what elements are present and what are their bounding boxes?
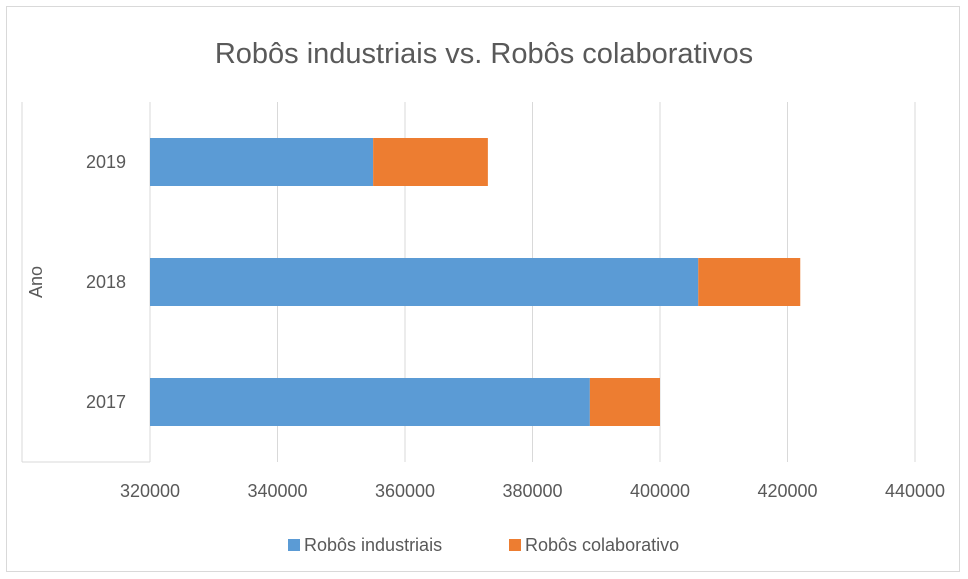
x-tick-label: 320000 bbox=[120, 481, 180, 501]
bar-collaborative-2019 bbox=[373, 138, 488, 186]
y-tick-label: 2019 bbox=[86, 152, 126, 172]
chart-title: Robôs industriais vs. Robôs colaborativo… bbox=[215, 38, 753, 70]
y-axis-label: Ano bbox=[26, 266, 46, 298]
bar-industrial-2018 bbox=[150, 258, 699, 306]
x-tick-labels: 320000 340000 360000 380000 400000 420000 4400… bbox=[120, 481, 945, 501]
bar-collaborative-2017 bbox=[589, 378, 660, 426]
legend-label: Robôs colaborativo bbox=[525, 535, 679, 555]
x-tick-label: 340000 bbox=[247, 481, 307, 501]
x-tick-label: 400000 bbox=[630, 481, 690, 501]
y-tick-label: 2017 bbox=[86, 392, 126, 412]
legend-swatch bbox=[509, 539, 521, 551]
x-tick-label: 420000 bbox=[757, 481, 817, 501]
bar-industrial-2017 bbox=[150, 378, 590, 426]
bar-industrial-2019 bbox=[150, 138, 374, 186]
bar-collaborative-2018 bbox=[698, 258, 801, 306]
legend-label: Robôs industriais bbox=[304, 535, 442, 555]
y-tick-label: 2018 bbox=[86, 272, 126, 292]
x-tick-label: 440000 bbox=[885, 481, 945, 501]
legend-swatch bbox=[288, 539, 300, 551]
x-tick-label: 360000 bbox=[375, 481, 435, 501]
x-tick-label: 380000 bbox=[502, 481, 562, 501]
y-tick-labels: 2017 2018 2019 bbox=[86, 152, 126, 412]
bars bbox=[150, 138, 801, 426]
legend: Robôs industriais Robôs colaborativo bbox=[288, 535, 679, 555]
